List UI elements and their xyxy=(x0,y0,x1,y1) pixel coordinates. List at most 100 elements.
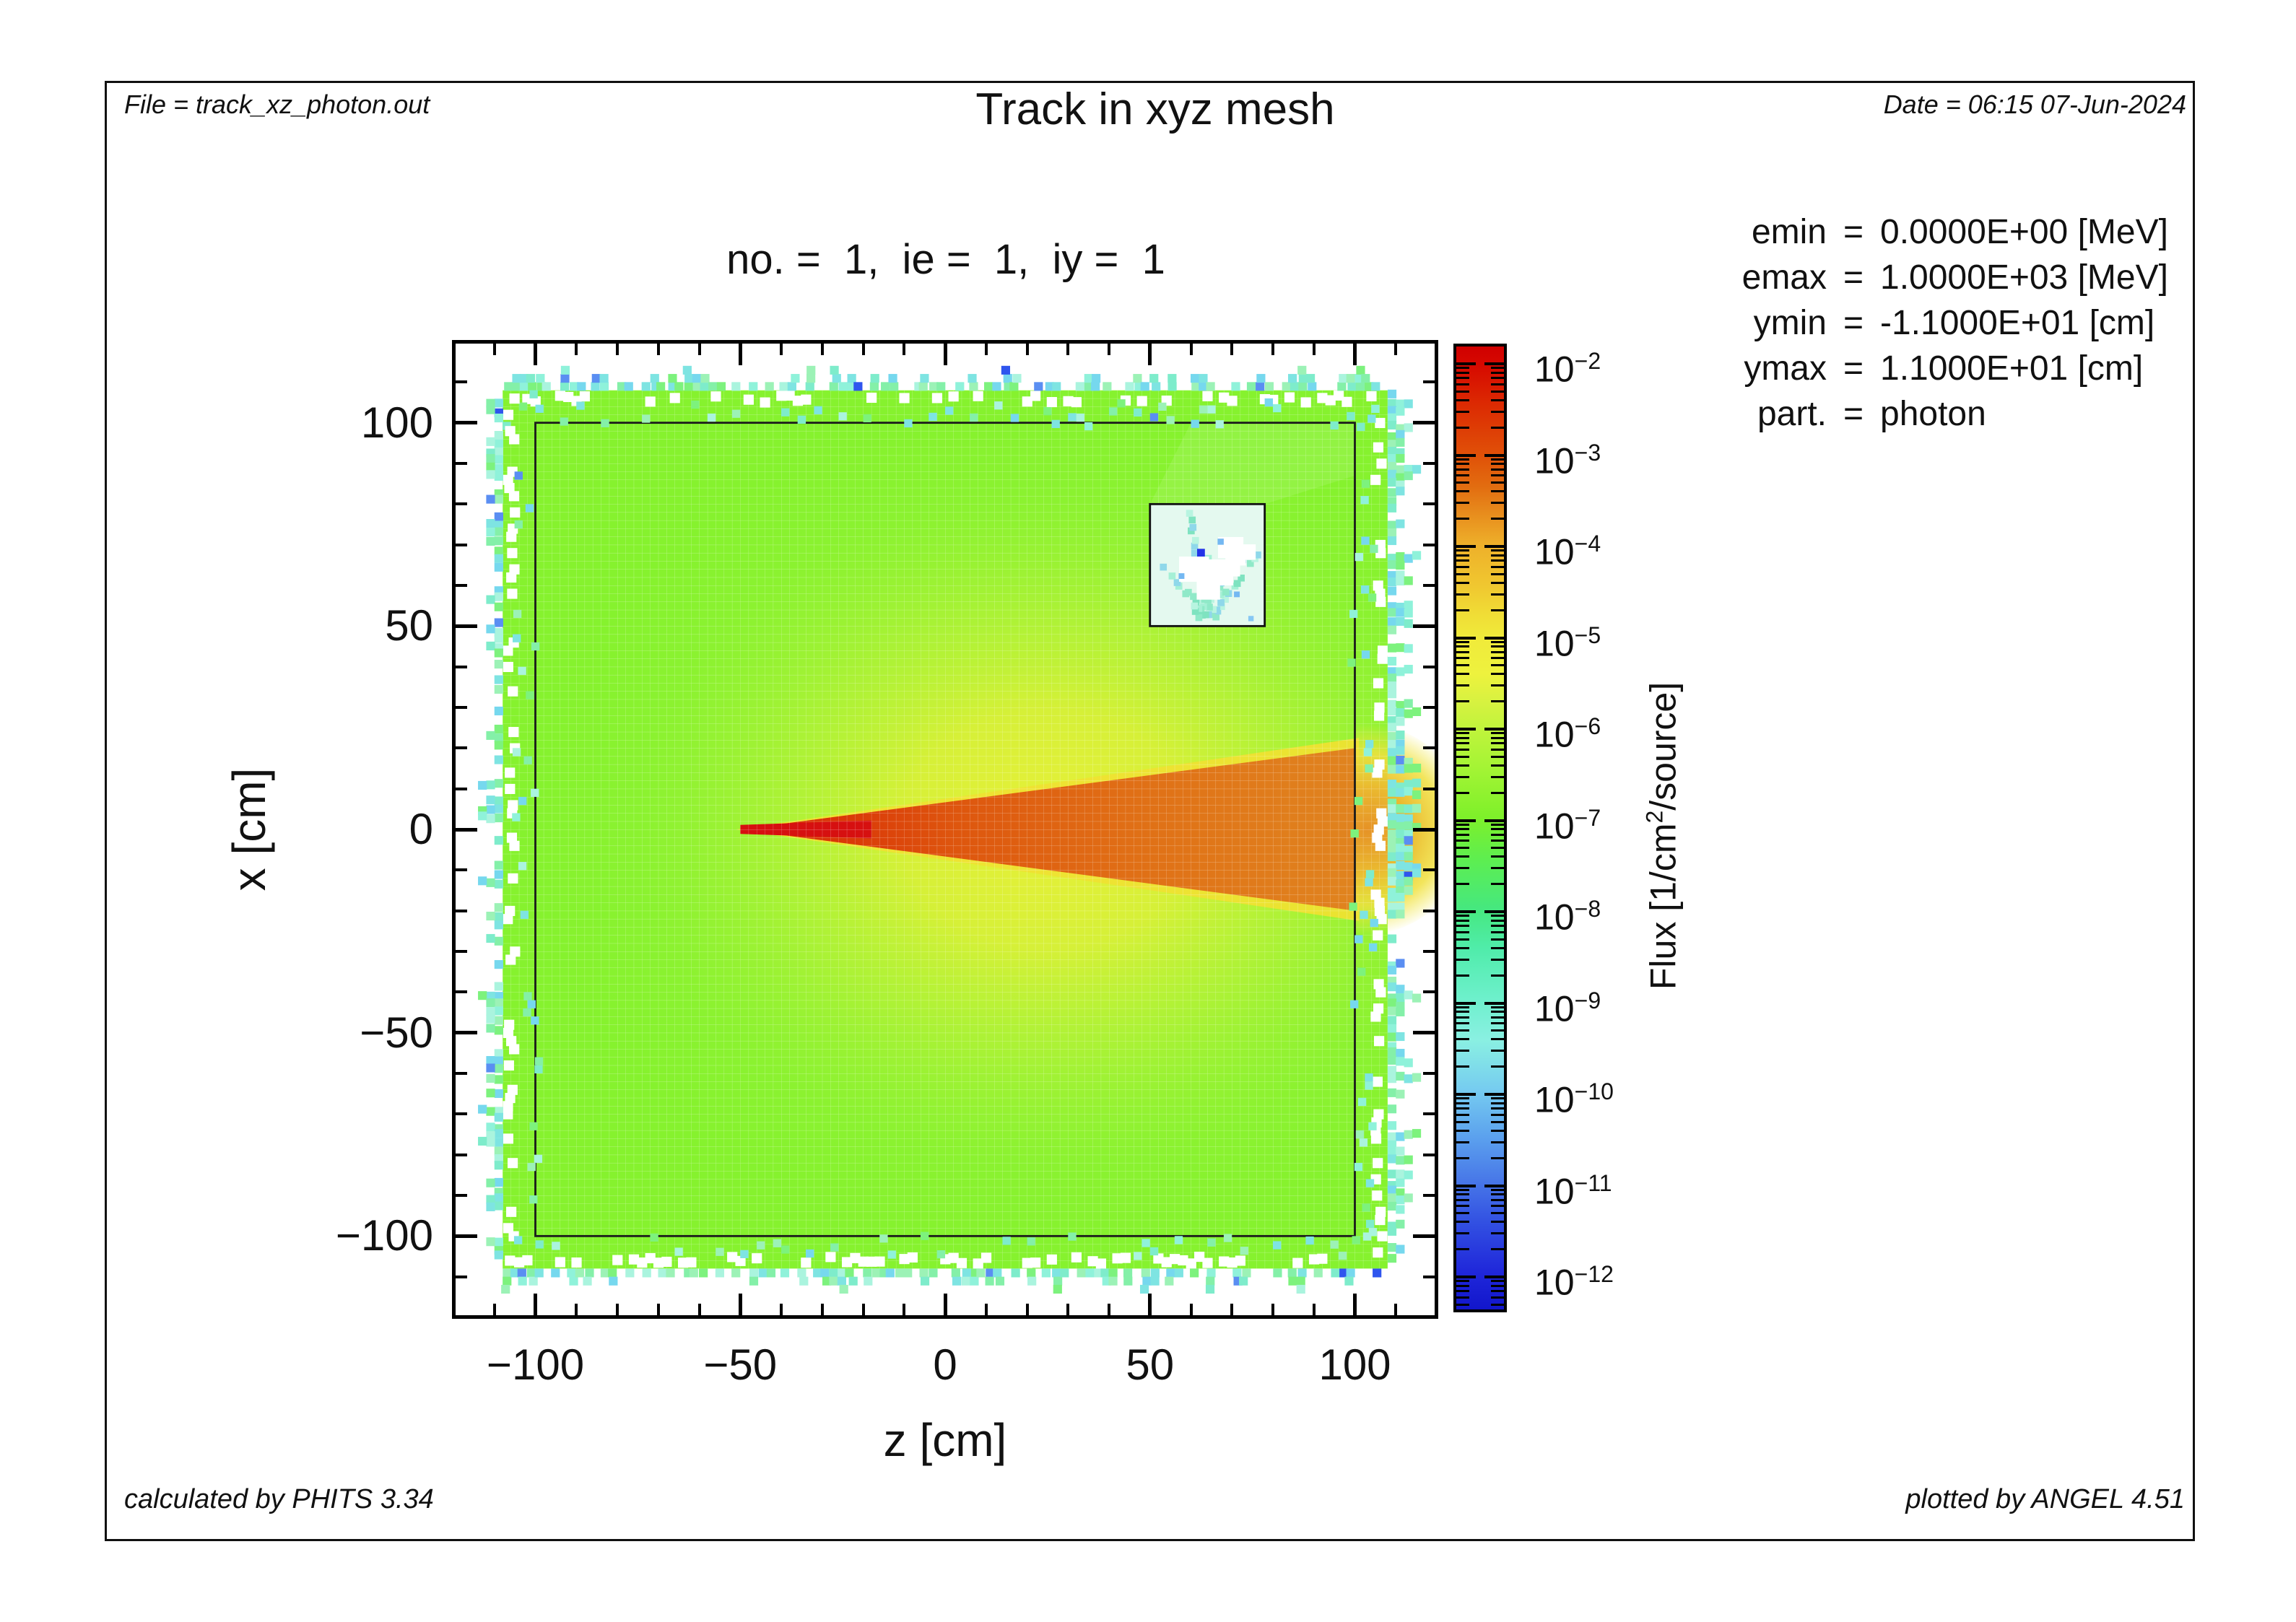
colorbar-tick xyxy=(1491,1188,1504,1191)
x-axis-tick-right xyxy=(1423,1112,1435,1116)
x-axis-tick-right xyxy=(1423,665,1435,668)
colorbar-tick xyxy=(1491,833,1504,836)
colorbar-title-suffix: /source] xyxy=(1643,681,1684,811)
colorbar-tick xyxy=(1456,700,1469,703)
colorbar-tick xyxy=(1491,502,1504,505)
figure-border xyxy=(105,81,2195,1541)
info-equals: = xyxy=(1843,213,1864,251)
z-axis-tick xyxy=(1025,1304,1029,1315)
colorbar-tick xyxy=(1491,645,1504,648)
colorbar-tick xyxy=(1456,748,1469,751)
z-axis-tick xyxy=(1189,1304,1193,1315)
info-equals: = xyxy=(1843,349,1864,388)
colorbar-tick xyxy=(1456,833,1469,836)
colorbar-tick xyxy=(1456,1016,1469,1019)
info-name: emin xyxy=(1751,213,1827,251)
x-axis-tick-right xyxy=(1413,624,1435,628)
colorbar-tick xyxy=(1491,609,1504,611)
colorbar-tick xyxy=(1491,1156,1504,1159)
colorbar-tick xyxy=(1456,1221,1469,1224)
z-axis-tick-top xyxy=(492,344,496,355)
colorbar-title-prefix: Flux [1/cm xyxy=(1643,823,1684,990)
z-axis-tick-top xyxy=(738,344,742,365)
x-axis-tick-label: −100 xyxy=(335,1211,433,1260)
colorbar-tick xyxy=(1456,1248,1469,1251)
z-axis-tick-top xyxy=(575,344,578,355)
colorbar-tick xyxy=(1456,1156,1469,1159)
colorbar-tick xyxy=(1491,673,1504,676)
z-axis-tick-label: −50 xyxy=(703,1340,778,1389)
info-equals: = xyxy=(1843,395,1864,433)
x-axis-tick xyxy=(456,1072,467,1075)
colorbar-tick xyxy=(1456,581,1469,584)
plotted-by-credit: plotted by ANGEL 4.51 xyxy=(1905,1484,2185,1514)
colorbar-tick xyxy=(1456,1050,1469,1052)
colorbar-tick xyxy=(1484,1093,1504,1096)
colorbar-tick xyxy=(1456,732,1469,735)
z-axis-tick xyxy=(943,1294,947,1315)
colorbar-tick xyxy=(1491,1221,1504,1224)
z-axis-tick-label: 0 xyxy=(933,1340,957,1389)
colorbar-tick xyxy=(1491,823,1504,826)
x-axis-tick xyxy=(456,1275,467,1278)
colorbar-tick xyxy=(1491,915,1504,917)
colorbar-tick-exponent: −8 xyxy=(1574,896,1601,922)
colorbar-tick xyxy=(1491,775,1504,778)
x-axis-tick-right xyxy=(1413,827,1435,832)
info-equals: = xyxy=(1843,304,1864,342)
colorbar-tick xyxy=(1456,1193,1469,1196)
colorbar-tick xyxy=(1456,650,1469,653)
colorbar-tick xyxy=(1491,650,1504,653)
colorbar-tick-base: 10 xyxy=(1534,714,1575,755)
x-axis-tick xyxy=(456,1194,467,1197)
colorbar-tick xyxy=(1456,1129,1469,1132)
colorbar-tick-label: 10−5 xyxy=(1534,609,1601,670)
colorbar-tick xyxy=(1456,636,1476,640)
colorbar-tick xyxy=(1491,371,1504,374)
info-name: emax xyxy=(1741,258,1827,297)
x-axis-tick xyxy=(456,787,467,790)
colorbar-tick-base: 10 xyxy=(1534,988,1575,1029)
x-axis-tick-label: 100 xyxy=(360,398,433,447)
colorbar-tick xyxy=(1456,640,1469,643)
colorbar-tick xyxy=(1456,468,1469,471)
colorbar-tick xyxy=(1491,840,1504,842)
z-axis-tick xyxy=(1066,1304,1070,1315)
colorbar-tick xyxy=(1491,1284,1504,1287)
z-axis-tick-top xyxy=(1189,344,1193,355)
colorbar-tick xyxy=(1456,755,1469,758)
colorbar-tick xyxy=(1456,840,1469,842)
z-axis-tick xyxy=(903,1304,906,1315)
z-axis-tick xyxy=(1108,1304,1110,1315)
colorbar-tick xyxy=(1491,559,1504,562)
colorbar-tick xyxy=(1456,775,1469,778)
colorbar-tick-exponent: −7 xyxy=(1574,804,1601,831)
x-axis-tick xyxy=(456,502,467,506)
colorbar-tick xyxy=(1491,1038,1504,1041)
colorbar-title: Flux [1/cm2/source] xyxy=(1642,682,1684,990)
colorbar-tick xyxy=(1491,855,1504,858)
colorbar-tick xyxy=(1456,572,1469,575)
colorbar-tick xyxy=(1491,572,1504,575)
colorbar-tick xyxy=(1491,367,1504,370)
colorbar-tick-base: 10 xyxy=(1534,897,1575,938)
colorbar-tick xyxy=(1491,664,1504,667)
colorbar-tick xyxy=(1491,554,1504,557)
z-axis-tick xyxy=(1312,1304,1316,1315)
colorbar-tick xyxy=(1456,915,1469,917)
z-axis-title: z [cm] xyxy=(883,1414,1007,1466)
colorbar-tick xyxy=(1456,1303,1469,1306)
colorbar-tick-exponent: −5 xyxy=(1574,622,1601,648)
colorbar-tick xyxy=(1456,1001,1476,1005)
colorbar-tick xyxy=(1456,559,1469,562)
z-axis-tick-top xyxy=(1312,344,1316,355)
z-axis-tick-top xyxy=(697,344,701,355)
colorbar-tick xyxy=(1491,974,1504,977)
colorbar-tick xyxy=(1456,463,1469,466)
colorbar-tick xyxy=(1491,458,1504,461)
colorbar-tick xyxy=(1456,791,1469,794)
colorbar-tick xyxy=(1456,490,1469,493)
info-name: ymin xyxy=(1753,304,1827,342)
colorbar-tick xyxy=(1491,1193,1504,1196)
